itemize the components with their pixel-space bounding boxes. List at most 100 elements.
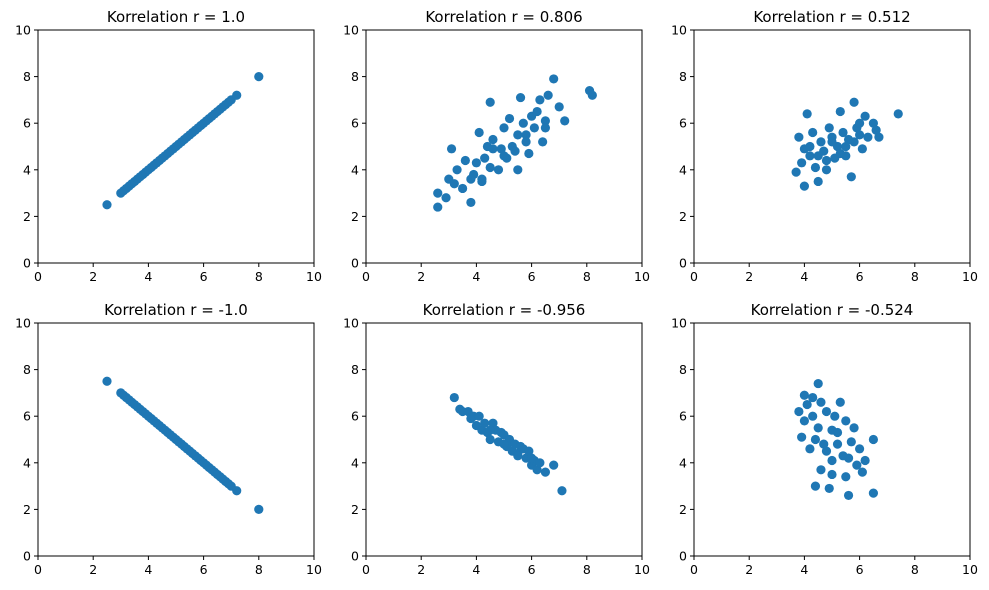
data-point — [821, 446, 832, 456]
subplot-1: Korrelation r = 1.0 0 2 4 6 8 10 0 2 4 6 8 10 — [15, 8, 322, 284]
data-point — [813, 378, 823, 389]
data-point — [838, 127, 848, 138]
data-point — [532, 106, 542, 117]
y-tick-label: 6 — [351, 116, 359, 131]
data-point — [529, 123, 539, 133]
data-point — [841, 472, 851, 482]
data-point — [485, 97, 495, 107]
data-point — [496, 144, 506, 154]
data-point — [449, 392, 459, 403]
y-tick-label: 8 — [679, 69, 687, 84]
data-point — [446, 144, 457, 154]
data-point — [513, 130, 523, 140]
data-point — [499, 439, 509, 449]
x-tick-label: 8 — [583, 269, 591, 284]
y-tick-label: 6 — [351, 409, 359, 424]
y-tick-label: 4 — [23, 162, 31, 177]
y-tick-label: 8 — [351, 69, 359, 84]
data-point — [449, 179, 459, 189]
x-tick-label: 8 — [911, 562, 919, 577]
data-point — [835, 397, 845, 407]
data-point — [868, 434, 879, 445]
y-tick-label: 0 — [351, 549, 359, 564]
data-point — [474, 127, 484, 138]
x-tick-label: 0 — [34, 562, 42, 577]
x-tick-label: 4 — [800, 269, 808, 284]
y-tick-label: 0 — [679, 256, 687, 271]
data-point — [587, 90, 597, 100]
data-point — [540, 123, 551, 133]
data-point — [808, 392, 818, 403]
data-point — [857, 467, 867, 477]
y-tick-label: 0 — [679, 549, 687, 564]
axes-frame — [693, 29, 971, 264]
data-point — [805, 151, 815, 161]
x-tick-label: 6 — [200, 562, 208, 577]
data-point — [794, 132, 804, 142]
axes-frame — [37, 29, 315, 264]
data-point — [821, 165, 832, 175]
data-point — [524, 148, 534, 159]
x-tick-label: 10 — [962, 562, 978, 577]
data-point — [543, 90, 553, 100]
data-point — [532, 465, 542, 475]
data-point — [849, 97, 859, 107]
data-point — [827, 137, 837, 147]
subplot-title: Korrelation r = 0.806 — [425, 8, 582, 26]
x-tick-label: 4 — [800, 562, 808, 577]
x-tick-label: 4 — [472, 562, 480, 577]
data-point — [474, 411, 484, 421]
y-tick-label: 0 — [351, 256, 359, 271]
y-tick-label: 2 — [351, 209, 359, 224]
y-tick-label: 4 — [679, 455, 687, 470]
x-tick-label: 4 — [144, 269, 152, 284]
data-point — [458, 183, 468, 194]
data-point — [232, 90, 242, 100]
data-point — [830, 411, 840, 421]
subplot-title: Korrelation r = 1.0 — [107, 8, 245, 26]
x-tick-label: 6 — [856, 562, 864, 577]
data-point — [816, 137, 826, 147]
subplot-3: Korrelation r = 0.512 0 2 4 6 8 10 0 2 4 6 8 10 — [671, 8, 978, 284]
data-point — [791, 167, 801, 177]
x-tick-label: 2 — [417, 562, 425, 577]
data-point — [797, 158, 807, 168]
data-point — [846, 437, 856, 447]
data-point — [466, 174, 476, 184]
data-point — [805, 444, 815, 454]
data-point — [518, 118, 528, 128]
subplot-title: Korrelation r = -1.0 — [104, 301, 248, 319]
data-point — [102, 376, 112, 386]
x-tick-label: 8 — [583, 562, 591, 577]
y-tick-label: 0 — [23, 549, 31, 564]
y-tick-label: 8 — [351, 362, 359, 377]
data-point — [485, 434, 495, 445]
data-point — [874, 132, 884, 142]
data-point — [527, 453, 537, 463]
axes-frame — [365, 322, 643, 557]
data-point — [499, 151, 509, 161]
data-point — [521, 137, 531, 147]
data-point — [540, 467, 551, 477]
y-tick-label: 2 — [351, 502, 359, 517]
data-point — [827, 455, 837, 466]
x-tick-label: 8 — [255, 562, 263, 577]
x-tick-label: 0 — [362, 562, 370, 577]
x-tick-label: 2 — [89, 562, 97, 577]
x-tick-label: 8 — [911, 269, 919, 284]
data-point — [254, 72, 264, 82]
data-point — [805, 141, 815, 152]
y-tick-label: 2 — [23, 502, 31, 517]
data-point — [843, 453, 854, 463]
x-tick-label: 0 — [690, 269, 698, 284]
subplot-5: Korrelation r = -0.956 0 2 4 6 8 10 0 2 4 6 8 10 — [343, 301, 650, 577]
x-tick-label: 10 — [634, 269, 650, 284]
data-point — [515, 92, 526, 103]
y-tick-label: 4 — [351, 162, 359, 177]
data-point — [513, 451, 523, 461]
data-point — [857, 144, 867, 154]
y-tick-label: 6 — [679, 116, 687, 131]
data-point — [535, 458, 545, 468]
data-point — [102, 200, 112, 210]
data-point — [452, 165, 462, 175]
